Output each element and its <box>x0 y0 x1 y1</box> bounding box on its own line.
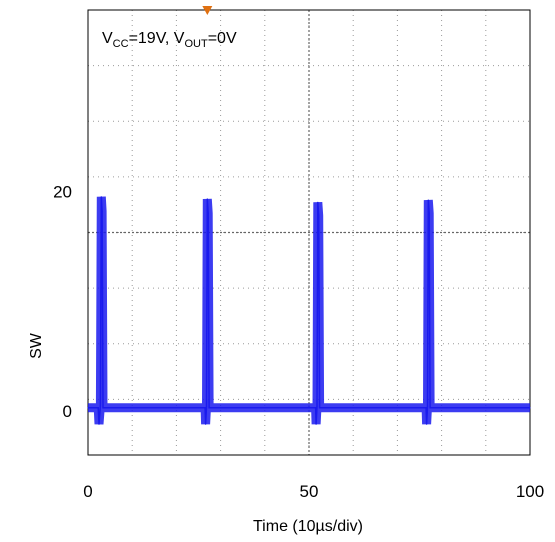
sw-trace-line <box>88 196 530 425</box>
vcc-symbol: V <box>102 30 113 47</box>
trace-point <box>99 405 101 407</box>
trace-point <box>102 407 104 409</box>
trace-point <box>316 406 318 408</box>
trace-point <box>426 423 428 425</box>
trace-layer <box>87 196 531 425</box>
plot-frame <box>87 9 531 456</box>
trace-point <box>529 407 531 409</box>
trace-point <box>97 407 99 409</box>
y-tick-label: 20 <box>53 182 72 201</box>
x-tick-label: 50 <box>300 482 319 501</box>
y-tick-label: 0 <box>63 402 72 421</box>
x-tick-label: 0 <box>83 482 92 501</box>
trace-point <box>207 212 209 214</box>
trace-point <box>317 201 319 203</box>
trace-point <box>98 423 100 425</box>
trace-point <box>427 199 429 201</box>
trace-point <box>100 196 102 198</box>
trace-point <box>205 406 208 408</box>
trace-point <box>315 407 317 409</box>
y-tick-labels: 0 20 <box>53 182 72 421</box>
vcc-value: =19V, <box>129 30 174 47</box>
trace-point <box>426 406 429 408</box>
trigger-marker-icon <box>202 6 213 15</box>
trace-point <box>425 407 427 409</box>
trace-point <box>204 407 206 409</box>
vout-value: =0V <box>208 30 237 47</box>
trace-point <box>208 407 210 409</box>
trace-point <box>87 407 89 409</box>
trace-point <box>429 407 431 409</box>
test-conditions-label: VCC=19V, VOUT=0V <box>102 30 237 50</box>
trace-point <box>315 423 317 425</box>
graticule <box>88 10 530 455</box>
trace-point <box>318 214 320 217</box>
vout-symbol: V <box>174 30 185 47</box>
x-axis-label: Time (10µs/div) <box>253 518 363 535</box>
x-tick-labels: 0 50 100 <box>83 482 544 501</box>
trace-point <box>428 212 430 214</box>
vcc-subscript: CC <box>113 38 129 50</box>
trace-point <box>205 423 207 425</box>
trace-point <box>319 407 321 409</box>
trace-point <box>206 198 208 200</box>
y-axis-label: SW <box>28 332 45 359</box>
vout-subscript: OUT <box>184 38 208 50</box>
x-tick-label: 100 <box>516 482 544 501</box>
trace-point <box>101 210 103 212</box>
